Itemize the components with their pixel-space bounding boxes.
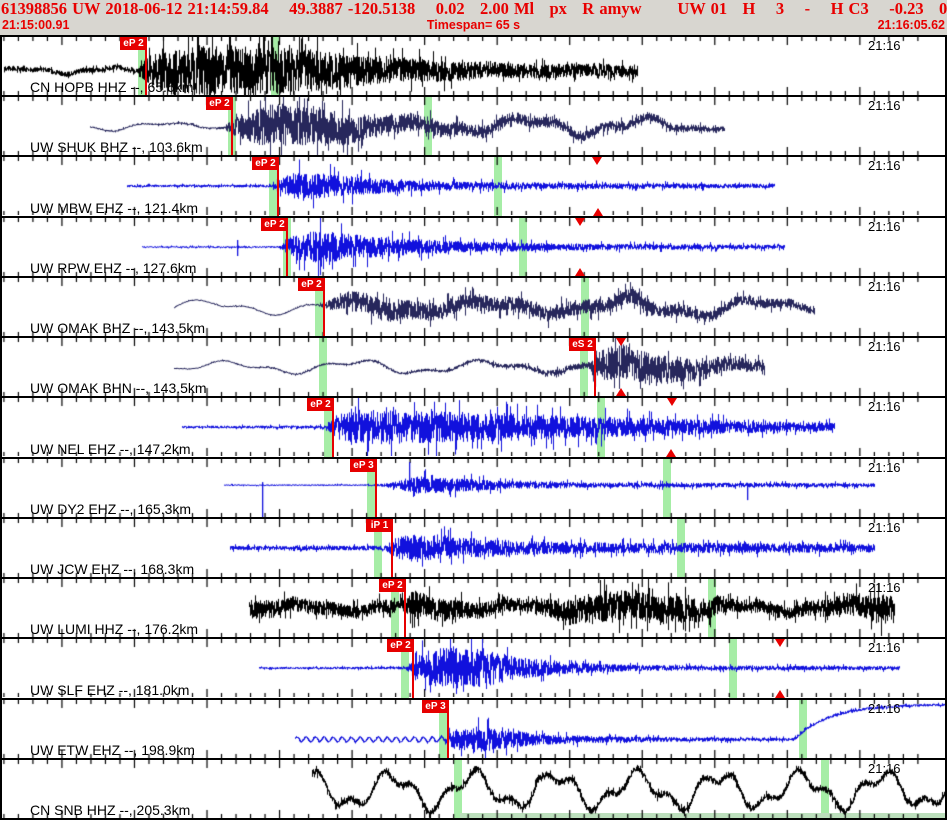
phase-pick-line[interactable] xyxy=(412,639,414,698)
waveform-canvas[interactable] xyxy=(2,217,945,276)
station-label: UW OMAK BHN --, 143.5km xyxy=(30,380,207,397)
phase-pick-flag[interactable]: eP 3 xyxy=(422,699,449,713)
event-header: 61398856 UW 2018-06-12 21:14:59.84 49.38… xyxy=(0,0,947,35)
station-label: UW OMAK BHZ --, 143.5km xyxy=(30,320,206,337)
waveform-canvas[interactable] xyxy=(2,338,945,397)
phase-pick-flag[interactable]: eP 2 xyxy=(206,97,233,111)
window-end-time: 21:16:05.62 xyxy=(877,18,945,32)
waveform-canvas[interactable] xyxy=(2,157,945,216)
trace-panel-7[interactable]: eP 2 UW NEL EHZ --, 147.2km 21:16 xyxy=(2,396,945,457)
trace-panel-4[interactable]: eP 2 UW RPW EHZ --, 127.6km 21:16 xyxy=(2,215,945,276)
trace-panel-10[interactable]: eP 2 UW LUMI HHZ --, 176.2km 21:16 xyxy=(2,577,945,638)
time-tick-label: 21:16 xyxy=(868,278,901,294)
phase-pick-line[interactable] xyxy=(286,217,288,276)
station-label: UW JCW EHZ --, 168.3km xyxy=(30,561,195,578)
waveform-canvas[interactable] xyxy=(2,37,945,95)
phase-pick-flag[interactable]: eP 3 xyxy=(350,458,377,472)
trace-panel-6[interactable]: eS 2 UW OMAK BHN --, 143.5km 21:16 xyxy=(2,336,945,397)
phase-marker-triangle-down-icon xyxy=(575,217,585,226)
station-label: UW MBW EHZ --, 121.4km xyxy=(30,199,199,216)
phase-pick-line[interactable] xyxy=(145,37,147,96)
time-tick-label: 21:16 xyxy=(868,580,901,596)
phase-pick-line[interactable] xyxy=(447,699,449,758)
time-tick-label: 21:16 xyxy=(868,339,901,355)
phase-marker-triangle-up-icon xyxy=(775,689,785,698)
timespan-label: Timespan= 65 s xyxy=(426,18,521,32)
waveform-canvas[interactable] xyxy=(2,518,945,577)
phase-pick-line[interactable] xyxy=(231,97,233,156)
phase-pick-flag[interactable]: iP 1 xyxy=(366,518,393,532)
trace-panel-5[interactable]: eP 2 UW OMAK BHZ --, 143.5km 21:16 xyxy=(2,275,945,337)
waveform-canvas[interactable] xyxy=(2,579,945,638)
trace-panel-2[interactable]: eP 2 UW SHUK BHZ --, 103.6km 21:16 xyxy=(2,95,945,156)
phase-marker-triangle-up-icon xyxy=(593,207,603,216)
waveform-canvas[interactable] xyxy=(2,277,945,336)
phase-marker-triangle-down-icon xyxy=(667,398,677,407)
phase-pick-flag[interactable]: eP 2 xyxy=(298,277,325,291)
station-label: UW SHUK BHZ --, 103.6km xyxy=(30,139,203,156)
time-tick-label: 21:16 xyxy=(868,399,901,415)
trace-panel-1[interactable]: eP 2 CN HOPB HHZ --, 65.6km 21:16 xyxy=(2,35,945,96)
phase-pick-flag[interactable]: eS 2 xyxy=(569,338,596,352)
station-label: UW SLF EHZ --, 181.0km xyxy=(30,681,190,698)
time-tick-label: 21:16 xyxy=(868,459,901,475)
trace-panel-13[interactable]: CN SNB HHZ --, 205.3km 21:16 xyxy=(2,757,945,819)
station-label: UW LUMI HHZ --, 176.2km xyxy=(30,621,199,638)
trace-panel-3[interactable]: eP 2 UW MBW EHZ --, 121.4km 21:16 xyxy=(2,155,945,216)
phase-marker-triangle-down-icon xyxy=(592,157,602,166)
trace-panel-12[interactable]: eP 3 UW ETW EHZ --, 198.9km 21:16 xyxy=(2,697,945,758)
phase-pick-flag[interactable]: eP 2 xyxy=(252,157,279,171)
waveform-canvas[interactable] xyxy=(2,759,945,818)
phase-pick-flag[interactable]: eP 2 xyxy=(379,579,406,593)
station-label: UW NEL EHZ --, 147.2km xyxy=(30,440,191,457)
station-label: CN HOPB HHZ --, 65.6km xyxy=(30,79,194,96)
event-summary-line: 61398856 UW 2018-06-12 21:14:59.84 49.38… xyxy=(1,0,947,18)
phase-pick-line[interactable] xyxy=(375,458,377,517)
time-tick-label: 21:16 xyxy=(868,158,901,174)
phase-pick-line[interactable] xyxy=(594,338,596,397)
station-label: UW ETW EHZ --, 198.9km xyxy=(30,741,195,758)
phase-pick-line[interactable] xyxy=(404,579,406,638)
phase-marker-triangle-up-icon xyxy=(575,267,585,276)
phase-pick-flag[interactable]: eP 2 xyxy=(120,37,147,50)
waveform-canvas[interactable] xyxy=(2,639,945,698)
phase-pick-flag[interactable]: eP 2 xyxy=(387,639,414,653)
time-tick-label: 21:16 xyxy=(868,760,901,776)
phase-pick-flag[interactable]: eP 2 xyxy=(307,398,334,412)
trace-panel-11[interactable]: eP 2 UW SLF EHZ --, 181.0km 21:16 xyxy=(2,637,945,698)
waveform-canvas[interactable] xyxy=(2,458,945,517)
trace-panel-8[interactable]: eP 3 UW DY2 EHZ --, 165.3km 21:16 xyxy=(2,456,945,517)
phase-pick-line[interactable] xyxy=(332,398,334,457)
time-tick-label: 21:16 xyxy=(868,700,901,716)
waveform-canvas[interactable] xyxy=(2,699,945,758)
phase-pick-line[interactable] xyxy=(323,277,325,337)
time-tick-label: 21:16 xyxy=(868,640,901,656)
time-axis-header: 21:15:00.91 Timespan= 65 s 21:16:05.62 xyxy=(0,18,947,33)
trace-panels: eP 2 CN HOPB HHZ --, 65.6km 21:16 eP 2 UW SH… xyxy=(0,35,947,820)
time-tick-label: 21:16 xyxy=(868,38,901,53)
time-tick-label: 21:16 xyxy=(868,98,901,114)
phase-marker-triangle-down-icon xyxy=(616,338,626,347)
window-start-time: 21:15:00.91 xyxy=(2,18,70,32)
phase-marker-triangle-down-icon xyxy=(775,639,785,648)
trace-panel-9[interactable]: iP 1 UW JCW EHZ --, 168.3km 21:16 xyxy=(2,516,945,578)
phase-pick-line[interactable] xyxy=(277,157,279,216)
phase-marker-triangle-up-icon xyxy=(666,448,676,457)
time-tick-label: 21:16 xyxy=(868,519,901,535)
phase-marker-triangle-up-icon xyxy=(616,388,626,397)
time-tick-label: 21:16 xyxy=(868,218,901,234)
waveform-canvas[interactable] xyxy=(2,97,945,156)
station-label: UW DY2 EHZ --, 165.3km xyxy=(30,500,192,517)
phase-pick-flag[interactable]: eP 2 xyxy=(261,217,288,231)
phase-pick-line[interactable] xyxy=(391,518,393,578)
station-label: UW RPW EHZ --, 127.6km xyxy=(30,259,197,276)
station-label: CN SNB HHZ --, 205.3km xyxy=(30,802,191,819)
waveform-canvas[interactable] xyxy=(2,398,945,457)
